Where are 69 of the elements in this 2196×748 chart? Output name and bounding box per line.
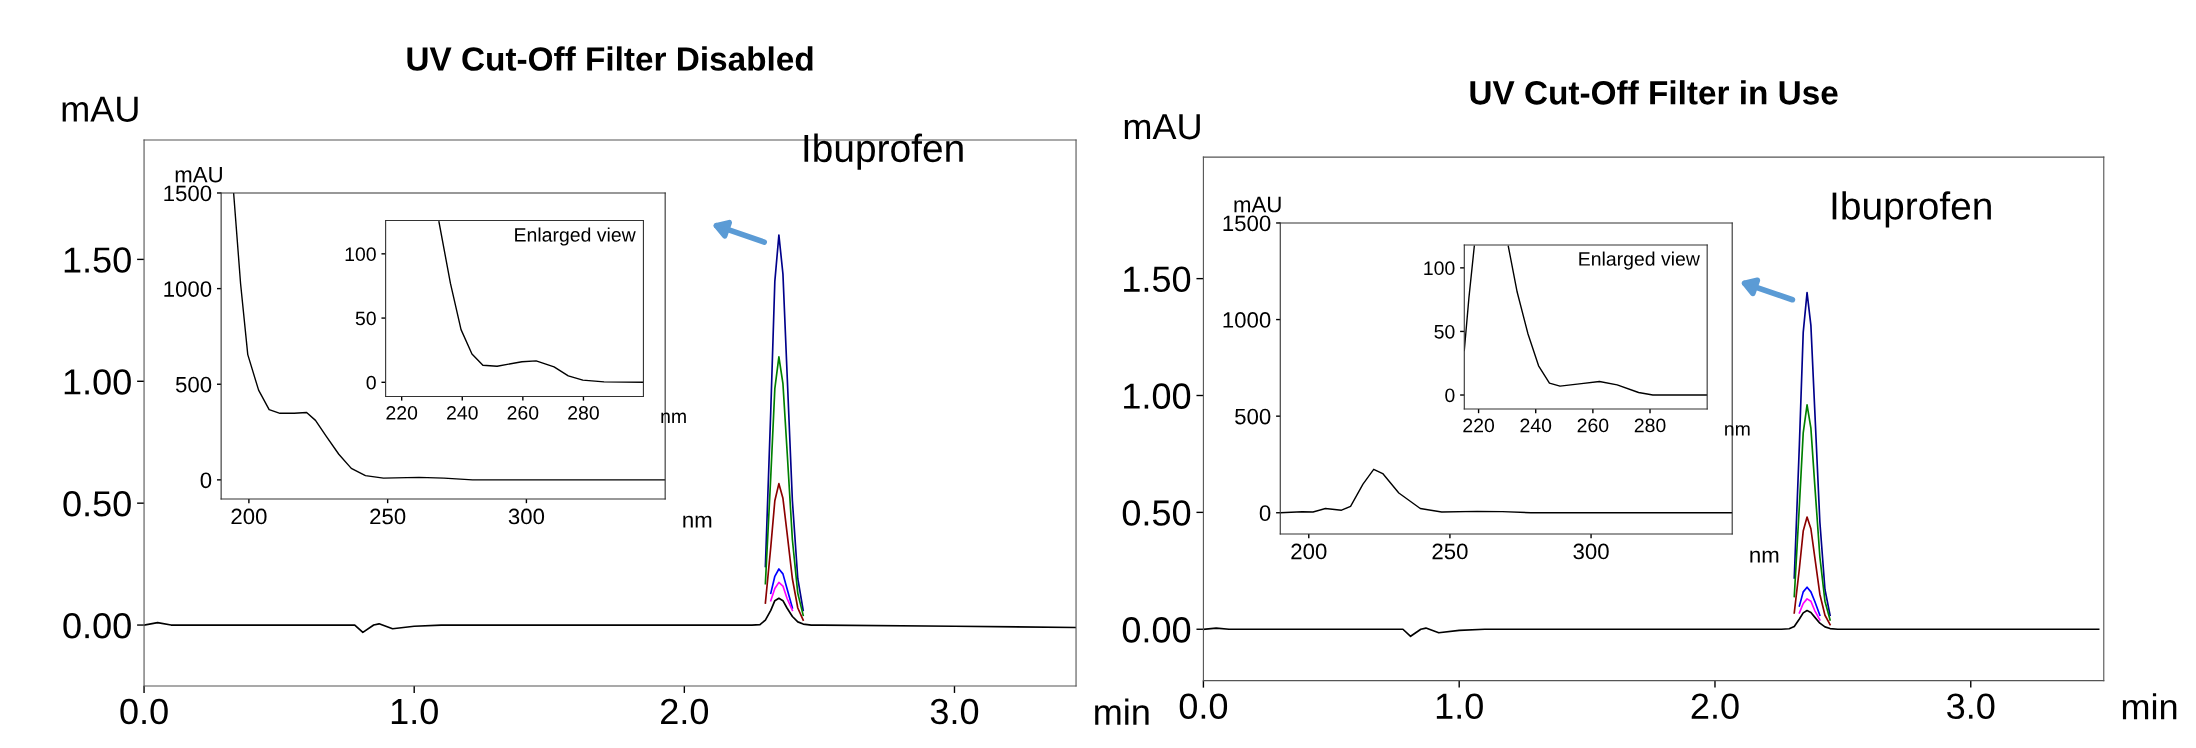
y-tick-label: 0 xyxy=(1445,388,1455,403)
line-series xyxy=(438,221,644,384)
y-tick-label: 100 xyxy=(345,247,376,262)
x-tick-label: 0.0 xyxy=(1179,693,1228,720)
x-tick-label: 300 xyxy=(1573,543,1609,560)
line-series xyxy=(1793,516,1831,626)
y-tick-label: 500 xyxy=(1235,408,1271,425)
line-series xyxy=(764,234,805,612)
y-tick-label: 0.00 xyxy=(63,612,131,639)
x-tick-label: 220 xyxy=(386,405,418,420)
line-series xyxy=(1798,586,1821,617)
x-axis-title: min xyxy=(1095,698,1149,725)
y-tick-label: 0.00 xyxy=(1122,617,1191,643)
annotation: Ibuprofen xyxy=(1832,191,1991,228)
y-tick-label: 0.50 xyxy=(63,491,131,517)
x-tick-label: 240 xyxy=(1520,418,1552,433)
chart-title: UV Cut-Off Filter in Use xyxy=(1470,80,1838,105)
y-tick-label: 0.50 xyxy=(1122,500,1191,526)
x-tick-label: 250 xyxy=(370,508,406,525)
y-tick-label: 1000 xyxy=(164,281,212,297)
y-tick-label: 1.00 xyxy=(1124,383,1191,409)
y-tick-label: 1.50 xyxy=(1124,266,1191,293)
y-tick-label: 1500 xyxy=(164,185,212,202)
chart-title: Enlarged view xyxy=(515,227,636,246)
y-tick-label: 0 xyxy=(200,472,212,489)
y-tick-label: 1500 xyxy=(1223,215,1271,232)
x-tick-label: 220 xyxy=(1463,418,1495,433)
x-tick-label: 250 xyxy=(1432,543,1468,560)
x-tick-label: 2.0 xyxy=(661,698,709,725)
y-tick-label: 500 xyxy=(175,376,212,393)
x-tick-label: 3.0 xyxy=(930,698,979,725)
annotation: Ibuprofen xyxy=(804,133,963,170)
x-tick-label: 260 xyxy=(507,405,539,420)
x-axis-title: nm xyxy=(683,515,712,528)
x-tick-label: 0.0 xyxy=(120,698,168,725)
line-series xyxy=(764,482,805,622)
y-axis-title: mAU xyxy=(1124,114,1200,140)
y-tick-label: 1.50 xyxy=(64,247,131,273)
x-tick-label: 300 xyxy=(508,508,545,525)
x-tick-label: 240 xyxy=(447,405,478,420)
y-axis-title: mAU xyxy=(62,96,138,122)
y-tick-label: 1.00 xyxy=(64,369,131,395)
x-tick-label: 1.0 xyxy=(1436,693,1483,720)
y-tick-label: 1000 xyxy=(1223,312,1271,328)
line-series xyxy=(1793,291,1831,617)
x-axis-title: nm xyxy=(1750,550,1779,563)
y-tick-label: 50 xyxy=(1434,324,1455,339)
line-series xyxy=(769,568,794,609)
line-series xyxy=(764,356,805,617)
chart-title: UV Cut-Off Filter Disabled xyxy=(407,46,813,71)
x-axis-title: min xyxy=(2122,693,2177,720)
x-tick-label: 280 xyxy=(568,405,599,420)
x-tick-label: 260 xyxy=(1577,418,1609,433)
line-series xyxy=(769,581,794,612)
y-tick-label: 100 xyxy=(1424,261,1455,276)
y-tick-label: 0 xyxy=(366,375,376,390)
line-series xyxy=(1798,598,1821,621)
y-axis-title: mAU xyxy=(175,166,222,183)
y-tick-label: 0 xyxy=(1259,505,1271,522)
x-tick-label: 280 xyxy=(1634,418,1666,433)
y-axis-title: mAU xyxy=(1234,196,1281,213)
y-tick-label: 50 xyxy=(355,311,376,326)
x-tick-label: 1.0 xyxy=(391,698,438,725)
x-tick-label: 200 xyxy=(231,508,267,525)
chart-title: Enlarged view xyxy=(1579,251,1700,270)
x-tick-label: 2.0 xyxy=(1691,693,1739,720)
x-tick-label: 3.0 xyxy=(1947,693,1995,720)
line-series xyxy=(1793,404,1831,621)
x-tick-label: 200 xyxy=(1291,543,1327,560)
